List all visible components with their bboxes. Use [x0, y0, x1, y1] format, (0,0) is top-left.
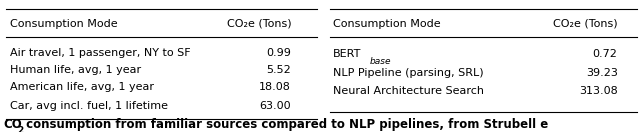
- Text: 39.23: 39.23: [586, 68, 618, 78]
- Text: Air travel, 1 passenger, NY to SF: Air travel, 1 passenger, NY to SF: [10, 48, 190, 58]
- Text: 18.08: 18.08: [259, 82, 291, 92]
- Text: American life, avg, 1 year: American life, avg, 1 year: [10, 82, 154, 92]
- Text: Neural Architecture Search: Neural Architecture Search: [333, 86, 484, 96]
- Text: 2: 2: [17, 126, 24, 132]
- Text: CO: CO: [3, 118, 22, 131]
- Text: BERT: BERT: [333, 49, 361, 59]
- Text: Human life, avg, 1 year: Human life, avg, 1 year: [10, 65, 141, 75]
- Text: CO₂e (Tons): CO₂e (Tons): [553, 19, 618, 29]
- Text: CO₂e (Tons): CO₂e (Tons): [227, 19, 291, 29]
- Text: 0.99: 0.99: [266, 48, 291, 58]
- Text: Car, avg incl. fuel, 1 lifetime: Car, avg incl. fuel, 1 lifetime: [10, 101, 168, 111]
- Text: 0.72: 0.72: [593, 49, 618, 59]
- Text: NLP Pipeline (parsing, SRL): NLP Pipeline (parsing, SRL): [333, 68, 483, 78]
- Text: base: base: [369, 57, 391, 66]
- Text: consumption from familiar sources compared to NLP pipelines, from Strubell e: consumption from familiar sources compar…: [22, 118, 548, 131]
- Text: Consumption Mode: Consumption Mode: [10, 19, 117, 29]
- Text: 63.00: 63.00: [260, 101, 291, 111]
- Text: 5.52: 5.52: [266, 65, 291, 75]
- Text: Consumption Mode: Consumption Mode: [333, 19, 440, 29]
- Text: 313.08: 313.08: [579, 86, 618, 96]
